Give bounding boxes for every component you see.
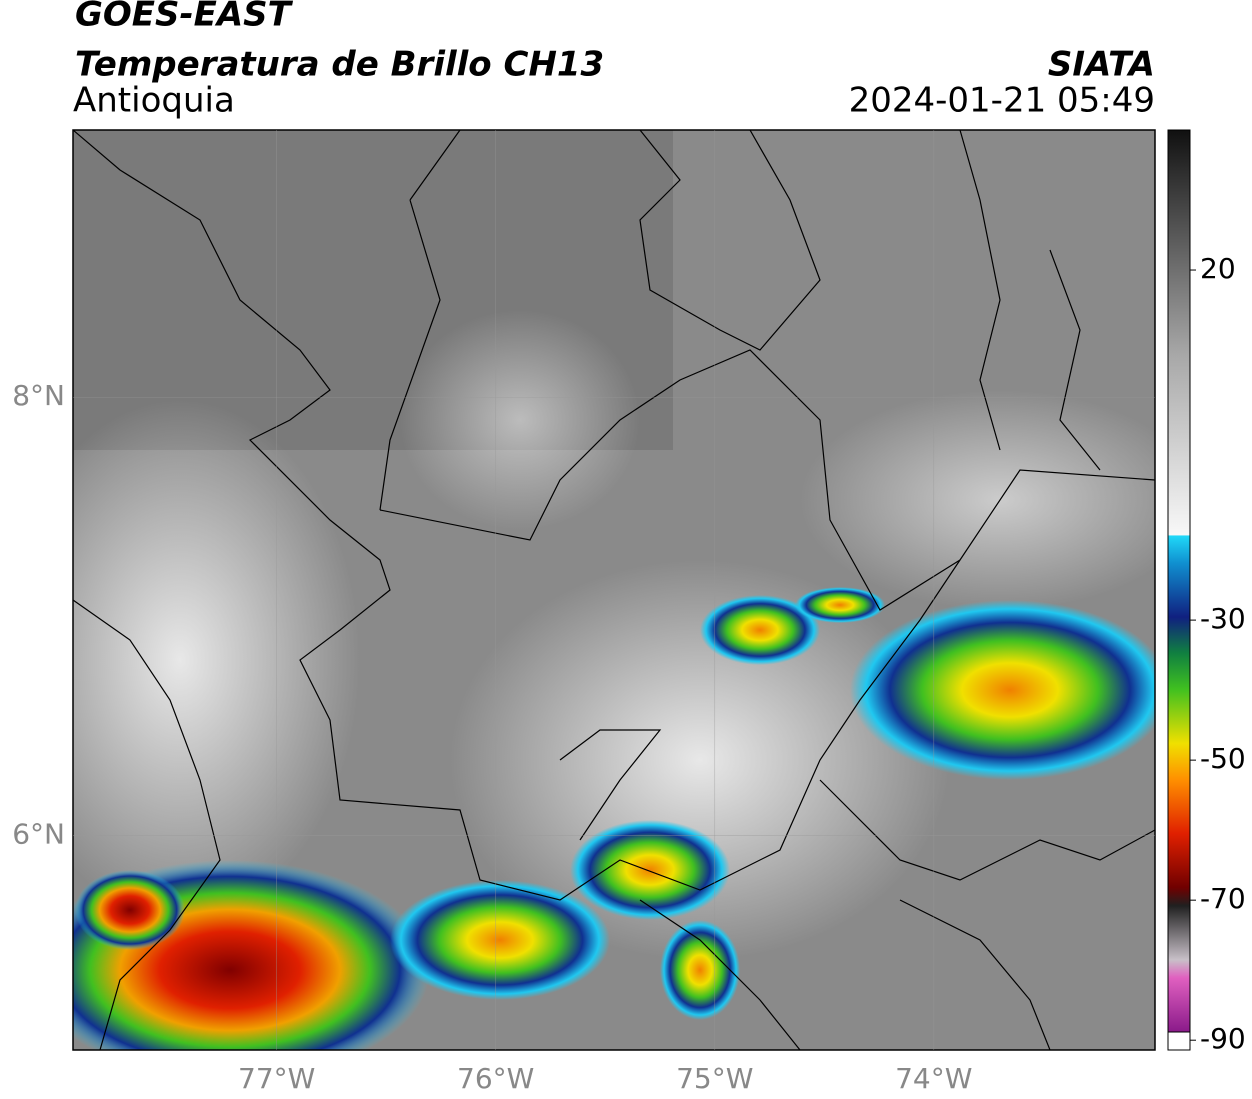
colorbar [1168,130,1190,1032]
source: SIATA [1048,45,1155,85]
y-tick-label: 8°N [12,379,65,412]
colorbar-tick-label: -70 [1200,882,1246,915]
x-tick-label: 74°W [895,1062,972,1095]
timestamp: 2024-01-21 05:49 [849,81,1155,121]
map-frame [72,129,1156,1051]
colorbar-tick-label: 20 [1200,252,1236,285]
colorbar-extend [1167,1031,1191,1051]
imagery [73,130,1155,1050]
y-tick-label: 6°N [12,817,65,850]
subtitle: Temperatura de Brillo CH13 [75,45,604,85]
colorbar-tick-label: -90 [1200,1022,1246,1055]
x-tick-label: 76°W [457,1062,534,1095]
colorbar-frame [1167,129,1191,1051]
x-tick-label: 75°W [676,1062,753,1095]
colorbar-tick-label: -30 [1200,602,1246,635]
x-tick-label: 77°W [238,1062,315,1095]
colorbar-tick-label: -50 [1200,742,1246,775]
title: GOES-EAST [75,0,294,35]
region: Antioquia [73,81,235,121]
